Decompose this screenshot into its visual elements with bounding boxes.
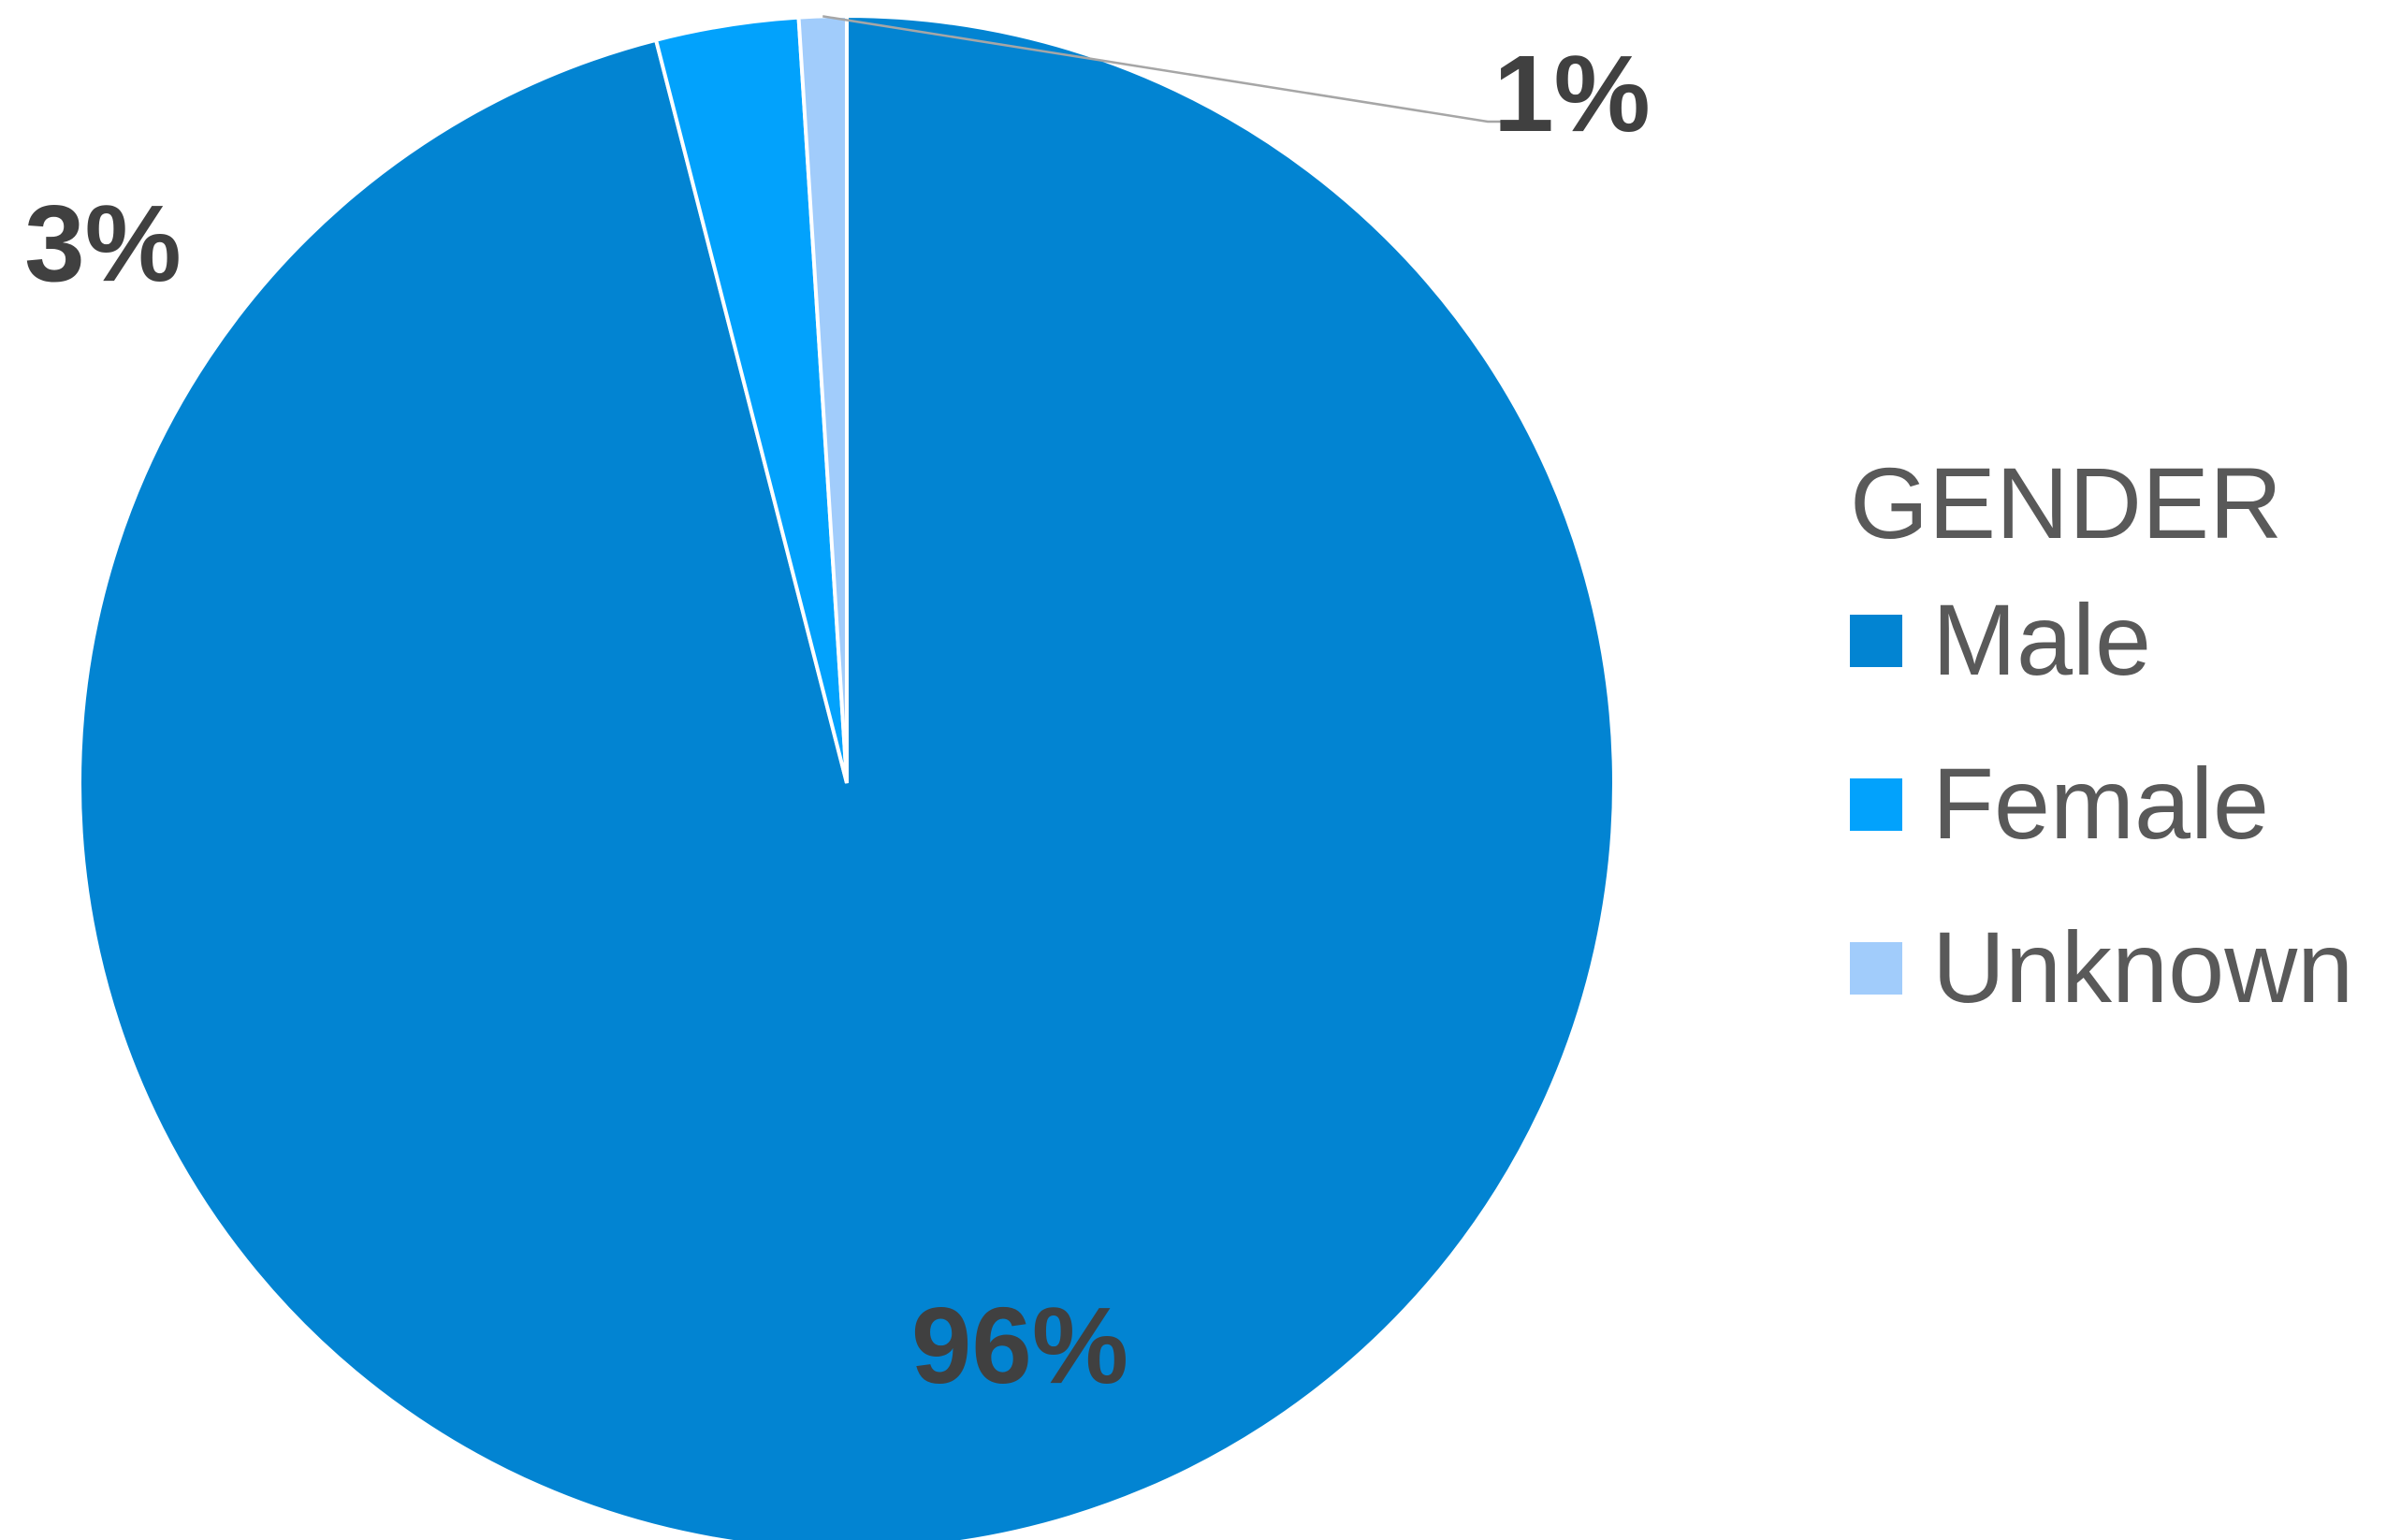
data-label-female: 3% (24, 182, 182, 304)
legend-swatch-unknown (1850, 942, 1902, 995)
legend-swatch-female (1850, 778, 1902, 831)
legend-label-unknown: Unknown (1932, 910, 2353, 1024)
leader-line-unknown (822, 15, 1502, 123)
legend-label-male: Male (1932, 583, 2151, 696)
data-label-unknown: 1% (1493, 33, 1651, 154)
data-labels: 96% 3% 1% (24, 33, 1651, 1406)
legend-label-female: Female (1932, 747, 2269, 860)
legend-title: GENDER (1850, 446, 2282, 559)
legend: GENDER Male Female Unknown (1850, 446, 2353, 1024)
data-label-male: 96% (911, 1285, 1128, 1406)
pie-slices (78, 13, 1616, 1540)
leader-lines (822, 15, 1502, 123)
legend-swatch-male (1850, 615, 1902, 667)
